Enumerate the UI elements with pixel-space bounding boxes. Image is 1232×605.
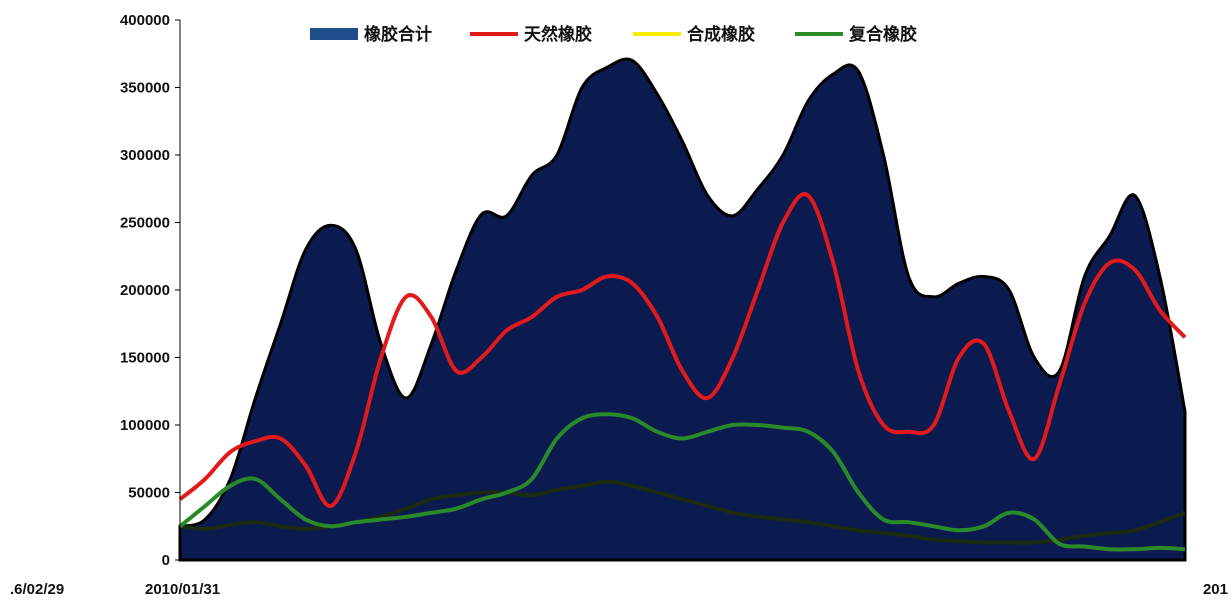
legend-label: 复合橡胶 [848,24,917,44]
legend-item-natural: 天然橡胶 [470,24,592,44]
plot-layer [178,57,1187,562]
legend: 橡胶合计 天然橡胶 合成橡胶 复合橡胶 [310,24,917,44]
y-tick-label: 0 [162,552,170,569]
y-tick-label: 400000 [120,12,170,29]
legend-swatch [310,28,358,40]
series-line-natural [178,192,1187,508]
y-tick-label: 250000 [120,215,170,232]
x-tick-label: .6/02/29 [10,581,64,598]
legend-item-total: 橡胶合计 [310,24,432,44]
x-tick-label: 201 [1203,581,1228,598]
legend-label: 合成橡胶 [687,24,755,44]
legend-item-synthetic: 合成橡胶 [633,24,755,44]
series-line-composite [178,412,1186,552]
y-tick-label: 200000 [120,282,170,299]
y-tick-label: 50000 [128,485,170,502]
x-tick-label: 2010/01/31 [145,581,220,598]
series-area-total [178,57,1187,562]
y-tick-label: 100000 [120,417,170,434]
y-tick-label: 150000 [120,350,170,367]
legend-label: 橡胶合计 [364,24,432,44]
y-tick-label: 350000 [120,80,170,97]
legend-label: 天然橡胶 [524,24,592,44]
legend-item-composite: 复合橡胶 [795,24,917,44]
axis-layer: 0 50000 100000 150000 200000 250000 300000 3500… [10,12,1228,598]
y-tick-label: 300000 [120,147,170,164]
